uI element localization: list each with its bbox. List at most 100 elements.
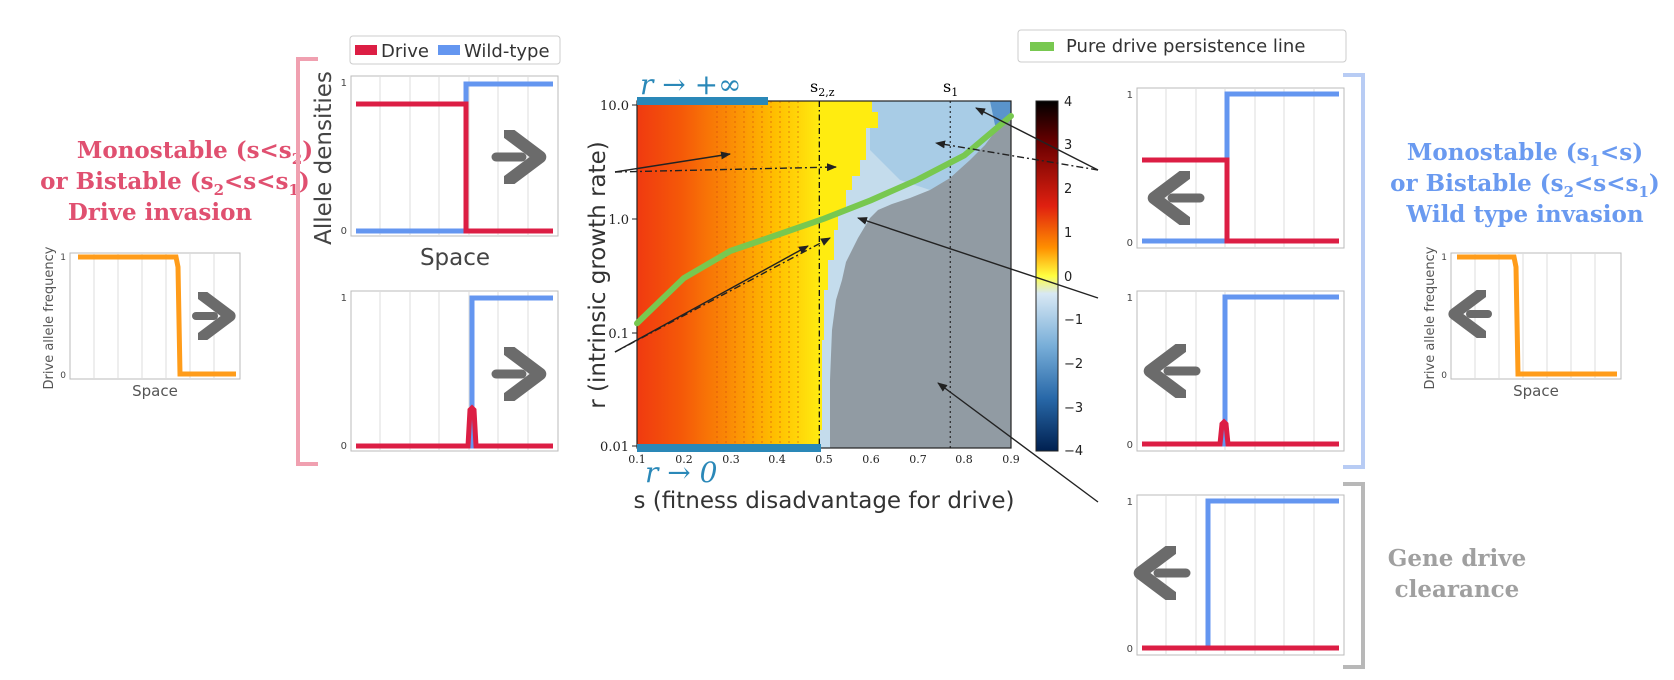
colorbar-tick: 0: [1064, 270, 1072, 285]
right-ylabel: Drive allele frequency: [1423, 246, 1438, 389]
left-title-line2: or Bistable (s2<s<s1): [40, 168, 310, 199]
xtick-label: 0.8: [955, 453, 973, 466]
heatmap-chart: s2,z s1 r → +∞ r → 0 10.0 1.0 0.1 0.01 0…: [585, 68, 1020, 514]
clearance-title: Gene drive clearance: [1388, 545, 1527, 603]
xtick-label: 0.4: [768, 453, 786, 466]
colorbar-tick: −2: [1064, 357, 1083, 372]
left-tick-top: 1: [60, 253, 66, 263]
right-tick-top: 1: [1441, 253, 1447, 263]
tick-bottom: 0: [1127, 440, 1133, 451]
r-infinity-bar: [637, 97, 768, 105]
xtick-label: 0.9: [1002, 453, 1020, 466]
connector-arrow: [937, 382, 1099, 503]
density-ylabel: Allele densities: [311, 71, 337, 245]
drive-curve: [1142, 418, 1339, 447]
tick-top: 1: [1127, 497, 1133, 508]
connector-arrow: [614, 237, 831, 353]
xtick-label: 0.3: [722, 453, 740, 466]
r-infinity-annotation: r → +∞: [640, 68, 741, 101]
right-bracket-gray: [1343, 482, 1365, 669]
legend-wildtype-swatch: [438, 45, 460, 55]
right-frequency-plot: 1 0 Space Drive allele frequency: [1423, 246, 1622, 400]
left-frequency-curve: [78, 254, 236, 377]
tick-bottom: 0: [341, 441, 347, 452]
s1-label: s1: [943, 77, 958, 99]
density-plot-drive-invasion-bottom: 1 0: [341, 290, 559, 452]
colorbar-tick: 1: [1064, 226, 1072, 241]
colorbar-tick: 4: [1064, 95, 1072, 110]
right-title-line3: Wild type invasion: [1405, 201, 1643, 228]
right-xlabel: Space: [1513, 382, 1559, 400]
heatmap-frame: [636, 100, 1012, 449]
xtick-label: 0.1: [628, 453, 646, 466]
xtick-label: 0.2: [675, 453, 693, 466]
ytick-label: 0.1: [608, 327, 629, 342]
clearance-line2: clearance: [1395, 576, 1520, 603]
colorbar-tick: −4: [1064, 444, 1083, 459]
clearance-line1: Gene drive: [1388, 545, 1527, 572]
tick-top: 1: [341, 293, 347, 304]
connector-arrow: [857, 217, 1099, 299]
left-tick-bottom: 0: [60, 371, 66, 381]
r-zero-annotation: r → 0: [645, 456, 717, 489]
left-bracket: [296, 57, 318, 466]
drive-curve: [356, 404, 553, 449]
connector-arrow: [975, 107, 1099, 171]
s2z-label: s2,z: [810, 77, 835, 99]
legend-drive-swatch: [355, 45, 377, 55]
tick-bottom: 0: [1127, 238, 1133, 249]
tick-bottom: 0: [1127, 644, 1133, 655]
heatmap-boundary-yellow: [820, 101, 878, 430]
density-plot-wildtype-top: 1 0: [1127, 87, 1345, 249]
tick-top: 1: [1127, 90, 1133, 101]
right-title-line2: or Bistable (s2<s<s1): [1390, 170, 1660, 201]
ytick-label: 0.01: [600, 440, 629, 455]
wildtype-curve: [1205, 498, 1339, 648]
density-plot-wildtype-bottom: 1 0: [1127, 290, 1345, 452]
ytick-label: 10.0: [600, 99, 629, 114]
right-panel-title: Monostable (s1<s) or Bistable (s2<s<s1) …: [1390, 139, 1660, 228]
left-panel-title: Monostable (s<s2) or Bistable (s2<s<s1) …: [40, 137, 313, 226]
colorbar-tick: 3: [1064, 138, 1072, 153]
left-title-line3: Drive invasion: [68, 199, 253, 226]
connector-arrow: [935, 140, 1099, 171]
ytick-label: 1.0: [608, 213, 629, 228]
heatmap-xlabel: s (fitness disadvantage for drive): [633, 488, 1014, 514]
density-xlabel: Space: [420, 245, 490, 271]
drive-curve: [1142, 157, 1339, 244]
colorbar: 4 3 2 1 0 −1 −2 −3 −4: [1035, 95, 1083, 459]
density-plot-drive-invasion-top: 1 0 Space Allele densities: [311, 71, 559, 271]
persistence-legend-swatch: [1030, 42, 1054, 51]
colorbar-tick: −1: [1064, 313, 1083, 328]
allele-legend: Drive Wild-type: [349, 35, 561, 65]
persistence-legend: Pure drive persistence line: [1017, 29, 1347, 63]
connector-arrow: [614, 151, 731, 173]
right-tick-bottom: 0: [1441, 371, 1447, 381]
right-title-line1: Monostable (s1<s): [1407, 139, 1643, 170]
right-frequency-curve: [1457, 254, 1617, 377]
colorbar-tick: −3: [1064, 401, 1083, 416]
legend-drive-label: Drive: [381, 41, 429, 62]
tick-bottom: 0: [341, 226, 347, 237]
xtick-label: 0.7: [909, 453, 927, 466]
xtick-label: 0.6: [862, 453, 880, 466]
drive-curve: [356, 101, 553, 234]
right-bracket-blue: [1343, 73, 1365, 469]
left-title-line1: Monostable (s<s2): [77, 137, 313, 168]
left-ylabel: Drive allele frequency: [42, 246, 57, 389]
heatmap-ylabel: r (intrinsic growth rate): [585, 141, 611, 409]
left-xlabel: Space: [132, 382, 178, 400]
r-zero-bar: [637, 444, 821, 452]
connector-arrow: [614, 163, 837, 173]
heatmap-positive-region: [637, 101, 820, 448]
persistence-legend-label: Pure drive persistence line: [1066, 36, 1305, 57]
pure-drive-persistence-line: [634, 113, 1014, 327]
connector-arrows: [614, 107, 1099, 503]
colorbar-tick: 2: [1064, 182, 1072, 197]
xtick-label: 0.5: [815, 453, 833, 466]
tick-top: 1: [341, 78, 347, 89]
legend-wildtype-label: Wild-type: [464, 41, 550, 62]
tick-top: 1: [1127, 293, 1133, 304]
heatmap-clearance-region: [830, 112, 1011, 448]
